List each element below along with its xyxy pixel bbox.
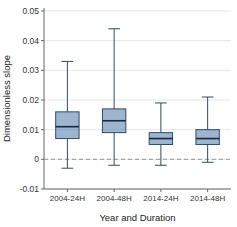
x-tick: [207, 189, 208, 192]
y-tick-label: 0: [34, 154, 39, 164]
box: [102, 109, 125, 133]
plot-area: [44, 29, 231, 168]
x-axis-label: Year and Duration: [99, 212, 175, 223]
x-tick-label: 2004-48H: [97, 194, 132, 203]
grid-line: [44, 70, 231, 71]
cap-low: [62, 168, 74, 169]
x-tick-label: 2004-24H: [50, 194, 85, 203]
y-tick-label: 0.05: [22, 6, 39, 16]
cap-high: [108, 28, 120, 29]
median: [102, 120, 125, 122]
y-tick-label: 0.02: [22, 95, 39, 105]
x-tick: [160, 189, 161, 192]
whisker-high: [207, 97, 208, 130]
x-axis: [44, 189, 231, 190]
y-tick-label: 0.04: [22, 36, 39, 46]
grid-line: [44, 159, 231, 160]
grid-line: [44, 10, 231, 11]
whisker-low: [67, 139, 68, 169]
y-tick-label: 0.03: [22, 65, 39, 75]
whisker-high: [160, 103, 161, 133]
cap-low: [108, 165, 120, 166]
x-tick-label: 2014-48H: [190, 194, 225, 203]
whisker-high: [114, 29, 115, 109]
cap-low: [202, 162, 214, 163]
cap-low: [155, 165, 167, 166]
y-tick-label: 0.01: [22, 125, 39, 135]
box: [196, 130, 219, 145]
grid-line: [44, 40, 231, 41]
x-tick: [114, 189, 115, 192]
median: [196, 138, 219, 140]
whisker-low: [160, 144, 161, 165]
y-axis: [44, 8, 45, 189]
whisker-low: [114, 133, 115, 166]
whisker-low: [207, 144, 208, 162]
median: [149, 138, 172, 140]
reference-line: [44, 159, 231, 160]
x-tick-label: 2014-24H: [143, 194, 178, 203]
whisker-high: [67, 61, 68, 111]
chart: -0.01 0 0.01 0.02 0.03 0.04 0.05 2004-24H 2004-4…: [0, 0, 237, 227]
box-group: [149, 103, 172, 165]
box: [56, 112, 79, 139]
box-group: [56, 61, 79, 168]
y-axis-label: Dimensionless slope: [1, 55, 12, 142]
cap-high: [62, 61, 74, 62]
box: [149, 133, 172, 145]
median: [56, 126, 79, 128]
grid-line: [44, 189, 231, 190]
grid: [44, 11, 231, 189]
box-group: [196, 97, 219, 162]
grid-line: [44, 99, 231, 100]
box-group: [102, 29, 125, 165]
cap-high: [155, 102, 167, 103]
y-tick-label: -0.01: [20, 184, 40, 194]
x-tick: [67, 189, 68, 192]
cap-high: [202, 97, 214, 98]
